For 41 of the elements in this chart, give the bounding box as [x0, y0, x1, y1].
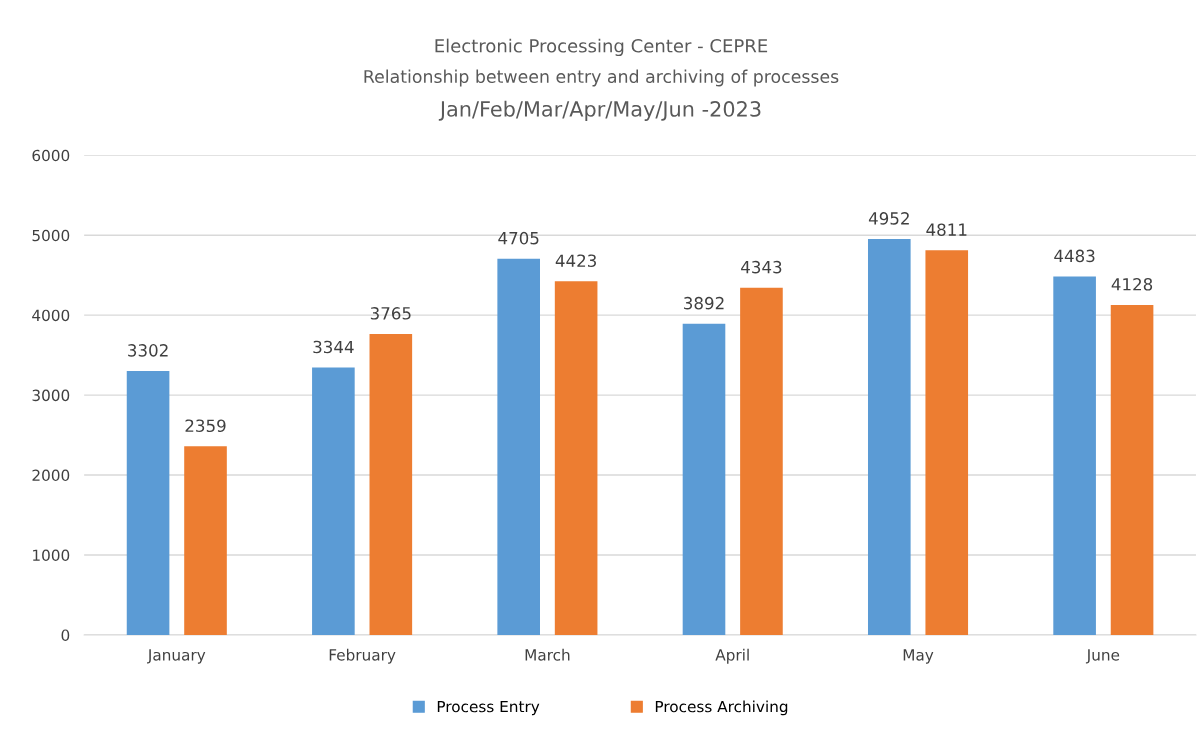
- x-tick-label: January: [147, 649, 206, 664]
- bar: [497, 258, 540, 635]
- data-label: 2359: [185, 419, 226, 433]
- data-label: 4128: [1111, 277, 1153, 291]
- y-tick-label: 5000: [32, 229, 70, 242]
- bar: [682, 323, 726, 635]
- y-tick-label: 3000: [32, 389, 70, 402]
- bar: [554, 281, 598, 635]
- y-tick-label: 2000: [32, 469, 70, 482]
- y-tick-label: 1000: [33, 549, 70, 562]
- bar: [1053, 276, 1096, 635]
- data-label: 4423: [555, 254, 597, 268]
- y-tick-label: 0: [61, 629, 70, 641]
- x-tick-label: April: [715, 648, 749, 664]
- bar: [740, 287, 783, 635]
- data-label: 4705: [498, 231, 539, 245]
- x-tick-label: March: [525, 648, 570, 661]
- data-label: 3765: [370, 307, 411, 320]
- data-label: 3892: [684, 296, 724, 310]
- x-tick-label: February: [329, 648, 396, 664]
- data-label: 4952: [868, 212, 909, 225]
- data-label: 3302: [128, 344, 168, 357]
- bar: [867, 239, 911, 635]
- data-label: 4483: [1054, 249, 1095, 263]
- data-label: 3344: [313, 340, 354, 354]
- y-tick-label: 4000: [32, 309, 70, 322]
- data-label: 4343: [741, 260, 782, 274]
- bar: [925, 250, 969, 635]
- bar: [1110, 304, 1154, 635]
- chart-subtitle: Relationship between entry and archiving of processes Jan/Feb/Mar/Apr/May/Jun -2023: [364, 69, 839, 121]
- data-label: 4811: [926, 223, 967, 236]
- bar: [184, 446, 227, 635]
- bar: [312, 367, 355, 635]
- x-tick-label: June: [1085, 649, 1120, 664]
- bar: [369, 333, 413, 635]
- legend-label: Process Entry: [437, 700, 540, 716]
- legend-label: Process Archiving: [655, 700, 788, 716]
- bar: [126, 370, 170, 635]
- x-tick-label: May: [903, 649, 934, 664]
- y-tick-label: 6000: [32, 149, 70, 162]
- chart-title: Electronic Processing Center - CEPRE: [435, 38, 768, 57]
